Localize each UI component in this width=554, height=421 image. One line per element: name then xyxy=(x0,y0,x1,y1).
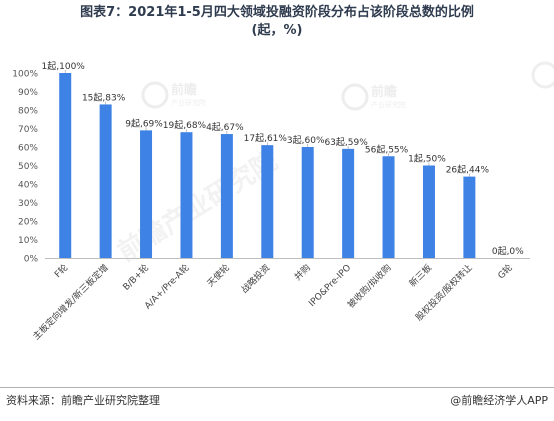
y-tick-label: 20% xyxy=(18,218,38,228)
bar xyxy=(99,104,112,258)
data-label: 15起,83% xyxy=(82,92,126,103)
x-tick-label: G轮 xyxy=(495,262,515,282)
data-label: 63起,59% xyxy=(324,137,368,148)
x-tick-label: 主板定向增发/新三板定增 xyxy=(30,262,111,343)
y-axis: 0% 10% 20% 30% 40% 50% 60% 70% 80% 90% 100% xyxy=(12,70,38,265)
data-label: 1起,100% xyxy=(42,61,86,72)
bar xyxy=(180,132,193,258)
watermark-logo-icon xyxy=(341,83,369,111)
y-tick-label: 40% xyxy=(18,181,38,191)
y-tick-label: 70% xyxy=(18,125,38,135)
bar xyxy=(422,165,435,258)
y-tick-label: 100% xyxy=(12,70,38,80)
bar xyxy=(220,134,233,258)
data-label: 3起,60% xyxy=(287,135,325,146)
chart-title-line1: 图表7：2021年1-5月四大领域投融资阶段分布占该阶段总数的比例 xyxy=(80,5,474,20)
watermark-logo-subtext: 产业研究院 xyxy=(171,98,206,107)
watermark-logo-icon xyxy=(531,61,554,89)
watermark-logo-subtext: 产业研究院 xyxy=(371,100,406,109)
watermark-logo: 前瞻产业研究院 xyxy=(341,83,406,111)
y-tick-label: 90% xyxy=(18,88,38,98)
data-label: 1起,50% xyxy=(408,154,446,165)
x-tick-label: F轮 xyxy=(52,262,71,281)
x-tick-label: 新三板 xyxy=(406,262,434,290)
watermark-logo: 前瞻产业研究院 xyxy=(531,61,554,89)
data-label: 17起,61% xyxy=(244,133,288,144)
y-tick-label: 30% xyxy=(18,199,38,209)
y-tick-label: 50% xyxy=(18,162,38,172)
data-labels: 1起,100% 15起,83% 9起,69% 19起,68% 4起,67%17起,61%… xyxy=(42,61,525,257)
chart-title: 图表7：2021年1-5月四大领域投融资阶段分布占该阶段总数的比例 (起，%) xyxy=(0,4,554,40)
bar xyxy=(261,145,274,258)
data-label: 26起,44% xyxy=(446,165,490,176)
data-label: 56起,55% xyxy=(365,144,409,155)
data-label: 0起,0% xyxy=(492,246,524,257)
y-tick-label: 0% xyxy=(24,255,39,265)
data-label: 9起,69% xyxy=(125,118,163,129)
bar-series xyxy=(59,73,476,258)
bar xyxy=(59,73,72,258)
watermark-large-text: 前瞻产业研究院 xyxy=(112,145,283,268)
y-tick-label: 10% xyxy=(18,236,38,246)
bar xyxy=(463,176,476,258)
bar xyxy=(140,130,153,258)
x-tick-label: 天使轮 xyxy=(204,262,232,290)
source-note: 资料来源：前瞻产业研究院整理 xyxy=(6,394,160,407)
chart-title-line2: (起，%) xyxy=(251,23,303,38)
y-tick-label: 60% xyxy=(18,144,38,154)
x-tick-label: B/B+轮 xyxy=(120,262,151,293)
data-label: 19起,68% xyxy=(163,120,207,131)
watermark-logo-text: 前瞻 xyxy=(371,84,397,100)
footer-divider xyxy=(0,387,554,388)
bar xyxy=(382,156,395,258)
y-tick-label: 80% xyxy=(18,107,38,117)
data-label: 4起,67% xyxy=(206,122,244,133)
watermark-logo: 前瞻产业研究院 xyxy=(141,81,206,109)
watermark-logo-text: 前瞻 xyxy=(171,82,197,98)
bar xyxy=(301,147,314,258)
x-tick-label: 战略投资 xyxy=(238,262,272,296)
brand-credit: @前瞻经济学人APP xyxy=(450,394,548,407)
watermark-logo-icon xyxy=(141,81,169,109)
x-tick-label: 被收购/拟收购 xyxy=(345,262,394,311)
x-tick-label: 并购 xyxy=(292,262,313,283)
bar xyxy=(342,148,355,258)
